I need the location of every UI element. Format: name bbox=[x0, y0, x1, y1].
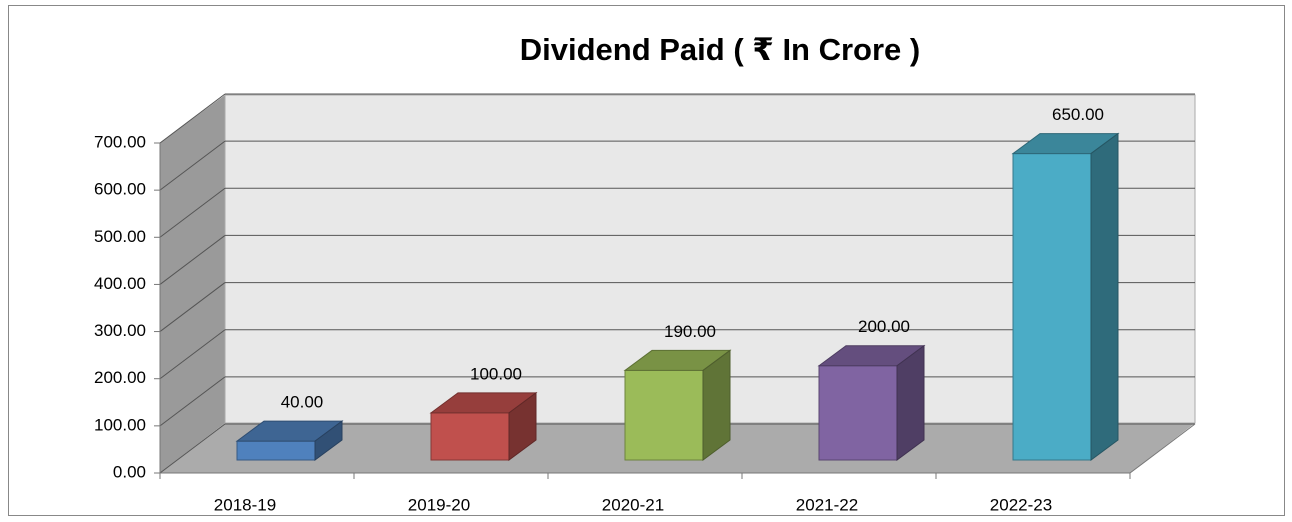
y-tick-label: 100.00 bbox=[94, 415, 146, 434]
value-label: 40.00 bbox=[281, 393, 324, 412]
bar-side bbox=[508, 391, 537, 461]
y-tick-label: 600.00 bbox=[94, 180, 146, 199]
grid-line bbox=[159, 376, 226, 427]
bar-side bbox=[702, 349, 731, 461]
x-tick-label: 2022-23 bbox=[990, 495, 1052, 514]
bar-side bbox=[314, 420, 343, 461]
value-label: 100.00 bbox=[470, 364, 522, 383]
bar-front bbox=[624, 369, 704, 461]
bar-front bbox=[818, 365, 898, 461]
y-tick-label: 400.00 bbox=[94, 274, 146, 293]
grid-line bbox=[159, 93, 226, 144]
x-tick-label: 2021-22 bbox=[796, 495, 858, 514]
grid-line bbox=[159, 140, 226, 191]
left-wall bbox=[160, 95, 225, 473]
y-tick-label: 700.00 bbox=[94, 132, 146, 151]
chart-title: Dividend Paid ( ₹ In Crore ) bbox=[520, 32, 921, 67]
value-label: 190.00 bbox=[664, 322, 716, 341]
grid-line bbox=[159, 235, 226, 285]
y-tick-label: 500.00 bbox=[94, 227, 146, 246]
y-tick-label: 200.00 bbox=[94, 368, 146, 387]
bar-front bbox=[430, 412, 510, 461]
grid-line bbox=[159, 329, 226, 380]
x-tick-label: 2019-20 bbox=[408, 495, 470, 514]
x-tick-label: 2018-19 bbox=[214, 495, 276, 514]
grid-line bbox=[159, 187, 226, 238]
floor-edge bbox=[1129, 423, 1196, 474]
bar-front bbox=[236, 440, 316, 461]
value-label: 650.00 bbox=[1052, 105, 1104, 124]
grid-line bbox=[159, 423, 226, 474]
y-tick-label: 300.00 bbox=[94, 321, 146, 340]
x-tick-label: 2020-21 bbox=[602, 495, 664, 514]
bar-side bbox=[896, 344, 925, 461]
value-label: 200.00 bbox=[858, 317, 910, 336]
bar-side bbox=[1090, 132, 1119, 461]
y-tick-label: 0.00 bbox=[113, 462, 146, 481]
bar-front bbox=[1012, 153, 1092, 461]
grid-line bbox=[159, 282, 226, 332]
